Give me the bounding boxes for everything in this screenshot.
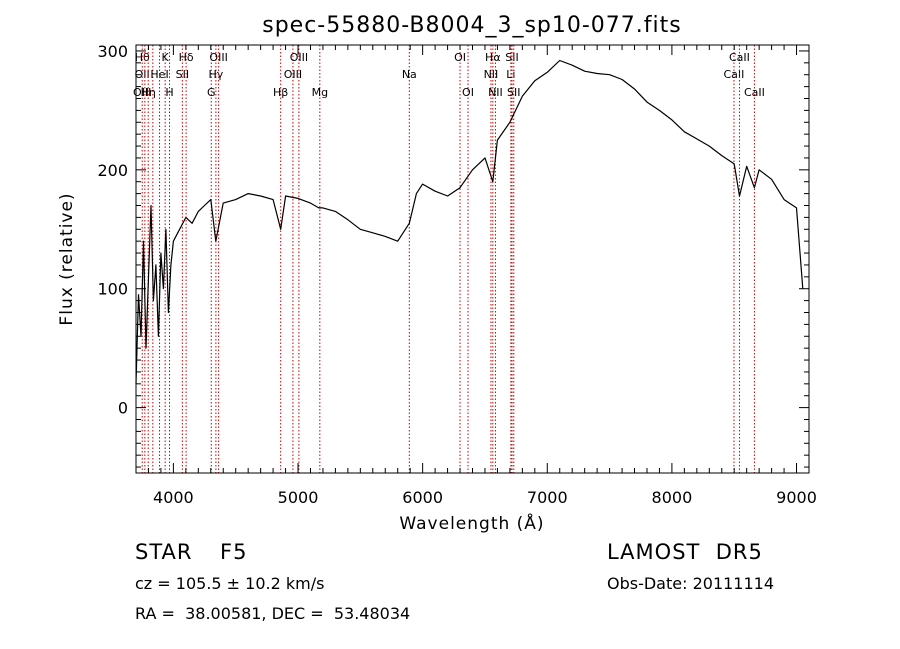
plot-frame bbox=[135, 44, 810, 474]
y-tick-label: 0 bbox=[118, 399, 128, 418]
line-marker-label: HeI bbox=[150, 68, 168, 81]
line-marker-label: OIII bbox=[284, 68, 302, 81]
x-axis-label: Wavelength (Å) bbox=[399, 512, 544, 534]
line-marker-label: Hβ bbox=[273, 86, 288, 99]
object-subclass: F5 bbox=[220, 540, 248, 564]
line-marker-label: SII bbox=[176, 68, 189, 81]
line-marker-label: Hδ bbox=[179, 51, 194, 64]
line-marker-label: H bbox=[165, 86, 173, 99]
line-marker-label: OIII bbox=[290, 51, 308, 64]
spectrum-line-0 bbox=[135, 59, 804, 384]
line-marker-label: Hγ bbox=[208, 68, 223, 81]
sky-coordinates: RA = 38.00581, DEC = 53.48034 bbox=[135, 604, 411, 623]
line-marker-label: Hη bbox=[141, 86, 156, 99]
line-marker-label: OI bbox=[462, 86, 474, 99]
redshift-velocity: cz = 105.5 ± 10.2 km/s bbox=[135, 574, 325, 593]
x-tick-label: 7000 bbox=[527, 488, 568, 507]
line-marker-label: K bbox=[162, 51, 170, 64]
line-marker-label: G bbox=[207, 86, 216, 99]
line-markers: HθOIIOIIIHηHeIKHSIIHδGHγOIIIHβOIIIOIIIMg… bbox=[133, 45, 765, 473]
x-tick-label: 6000 bbox=[402, 488, 443, 507]
line-marker-label: SII bbox=[505, 51, 518, 64]
line-marker-label: CaII bbox=[724, 68, 745, 81]
line-marker-label: Na bbox=[402, 68, 417, 81]
survey-release: LAMOST DR5 bbox=[607, 540, 763, 564]
x-tick-label: 4000 bbox=[153, 488, 194, 507]
line-marker-label: OIII bbox=[209, 51, 227, 64]
line-marker-label: SII bbox=[507, 86, 520, 99]
x-tick-label: 9000 bbox=[776, 488, 817, 507]
y-tick-label: 100 bbox=[97, 280, 128, 299]
observation-date: Obs-Date: 20111114 bbox=[607, 574, 775, 593]
line-marker-label: OI bbox=[454, 51, 466, 64]
object-class: STAR bbox=[135, 540, 193, 564]
line-marker-label: CaII bbox=[744, 86, 765, 99]
line-marker-label: NII bbox=[488, 86, 503, 99]
line-marker-label: Hθ bbox=[135, 51, 150, 64]
line-marker-label: Li bbox=[506, 68, 515, 81]
axes: 4000 5000 6000 7000 8000 9000 0 100 200 300 bbox=[97, 42, 816, 507]
y-tick-label: 300 bbox=[97, 42, 128, 61]
line-marker-label: Hα bbox=[485, 51, 501, 64]
y-axis-label: Flux (relative) bbox=[57, 192, 77, 325]
x-tick-label: 5000 bbox=[278, 488, 319, 507]
y-tick-label: 200 bbox=[97, 161, 128, 180]
line-marker-label: OIII bbox=[133, 86, 151, 99]
spectrum-series bbox=[135, 59, 804, 384]
chart-title: spec-55880-B8004_3_sp10-077.fits bbox=[262, 13, 682, 38]
line-marker-label: Mg bbox=[312, 86, 328, 99]
line-marker-label: CaII bbox=[729, 51, 750, 64]
line-marker-label: OII bbox=[135, 68, 150, 81]
line-marker-label: NII bbox=[484, 68, 499, 81]
x-tick-label: 8000 bbox=[652, 488, 693, 507]
